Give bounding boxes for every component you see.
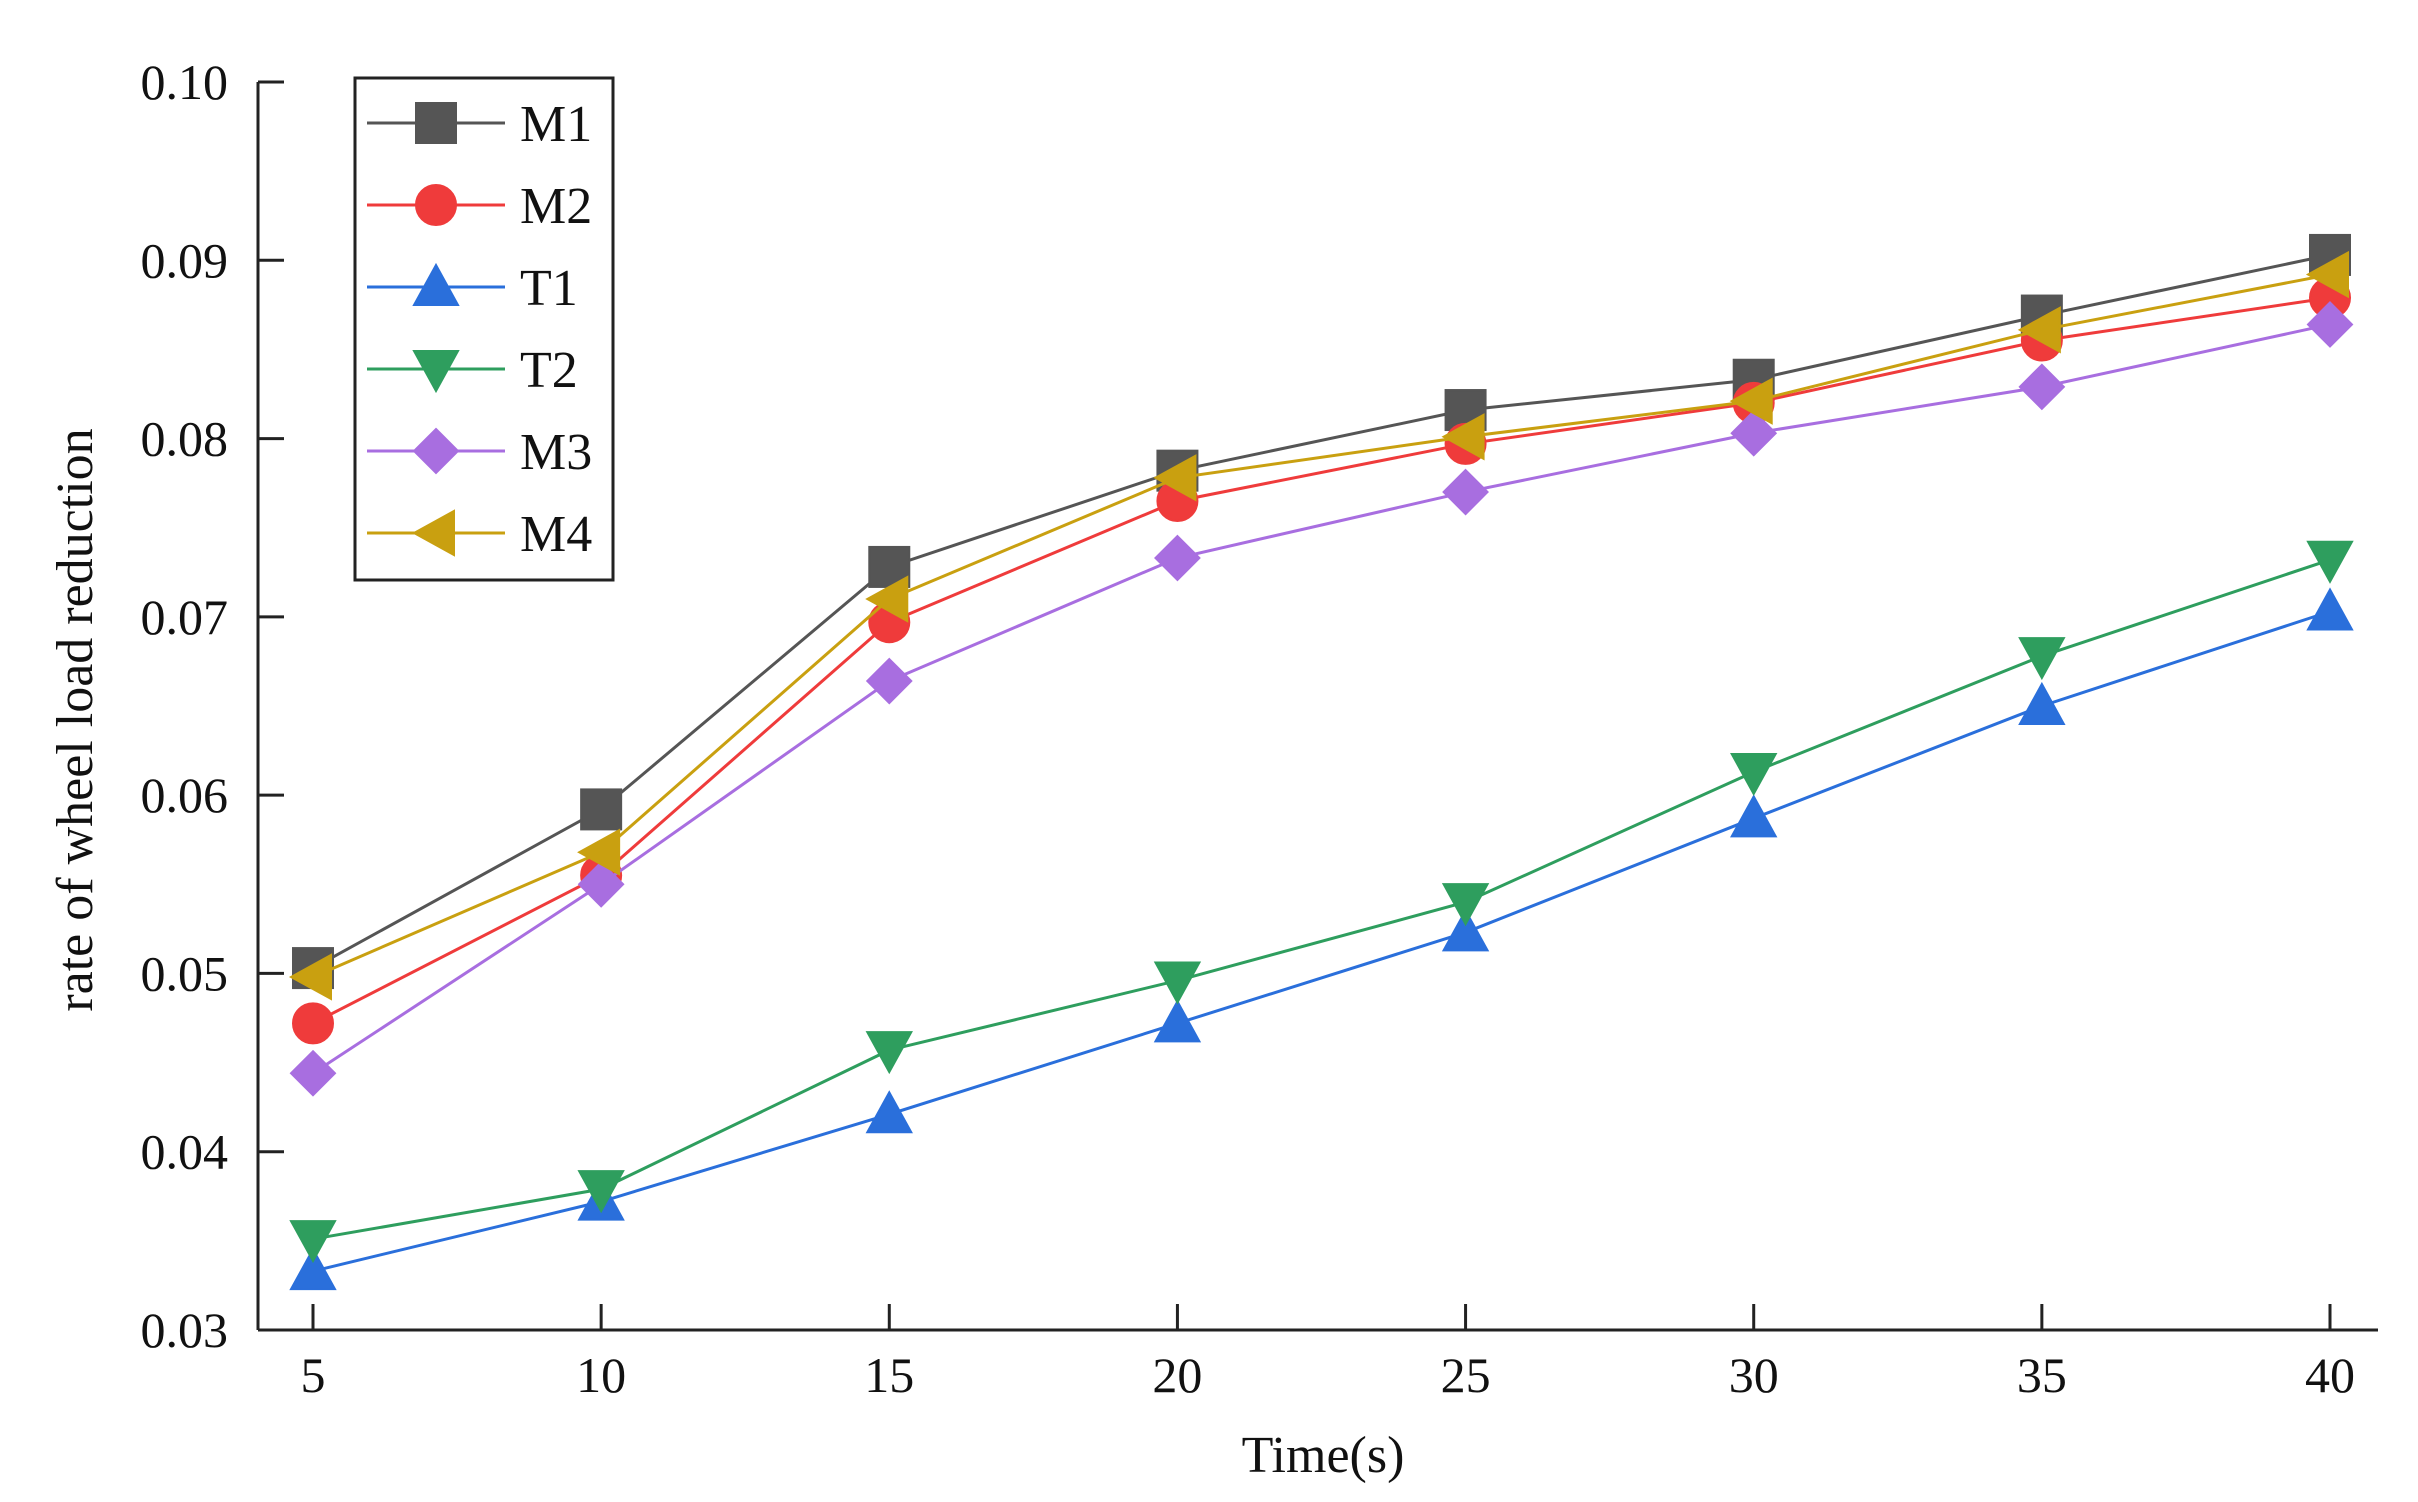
data-point-t2: [865, 1031, 913, 1075]
data-point-t1: [1730, 794, 1778, 838]
legend-label: T2: [520, 342, 578, 399]
legend-item-t2: T2: [367, 342, 578, 399]
data-point-m4: [2017, 306, 2061, 354]
data-point-t1: [1153, 999, 1202, 1043]
legend-item-t1: T1: [367, 260, 578, 317]
legend-marker: [412, 262, 460, 306]
y-tick-label: 0.09: [141, 232, 229, 288]
x-tick-label: 20: [1152, 1347, 1202, 1403]
data-point-m3: [2018, 363, 2066, 411]
data-point-m4: [865, 575, 909, 623]
legend-item-m1: M1: [367, 96, 592, 153]
series-group: [288, 233, 2354, 1291]
data-point-m2: [292, 1002, 334, 1045]
x-tick-label: 40: [2305, 1347, 2355, 1403]
x-axis-title: Time(s): [1242, 1427, 1405, 1484]
series-t1: [289, 587, 2354, 1291]
legend-marker: [415, 184, 457, 226]
y-tick-label: 0.10: [141, 54, 229, 110]
y-tick-label: 0.08: [141, 411, 229, 467]
legend-label: M4: [520, 506, 592, 563]
data-point-m3: [1442, 468, 1489, 516]
y-tick-label: 0.04: [141, 1124, 229, 1180]
y-axis-title: rate of wheel load reduction: [47, 428, 104, 1011]
y-tick-label: 0.07: [141, 589, 229, 645]
y-tick-label: 0.03: [141, 1302, 229, 1358]
data-point-m3: [865, 657, 913, 705]
series-t2: [289, 540, 2354, 1264]
data-point-t2: [289, 1220, 337, 1264]
data-point-t2: [577, 1170, 625, 1214]
series-line-m2: [312, 296, 2331, 1025]
legend-label: M1: [520, 96, 592, 153]
y-tick-label: 0.06: [141, 767, 229, 823]
legend-item-m4: M4: [367, 506, 592, 563]
legend-marker: [412, 350, 460, 394]
data-point-m3: [2306, 301, 2354, 348]
legend-box: [353, 76, 615, 582]
series-line-t1: [312, 610, 2331, 1273]
data-point-t1: [1441, 908, 1490, 952]
data-point-t1: [289, 1247, 337, 1291]
legend: M1 M2 T1 T2 M3 M4: [353, 76, 615, 582]
x-tick-label: 10: [576, 1347, 626, 1403]
series-m3: [289, 301, 2354, 1097]
data-point-t2: [1441, 883, 1490, 927]
legend-label: T1: [520, 260, 578, 317]
data-point-t2: [2018, 637, 2066, 681]
data-point-m4: [1441, 413, 1485, 461]
data-point-t1: [2018, 681, 2066, 725]
series-line-m4: [312, 273, 2331, 979]
data-point-m4: [288, 953, 332, 1001]
legend-label: M3: [520, 424, 592, 481]
legend-item-m3: M3: [367, 424, 592, 481]
axes: 0.03 0.04 0.05 0.06 0.07 0.08 0.09 0.10 5 10 15 20 2…: [141, 54, 2378, 1403]
legend-marker: [415, 102, 457, 144]
x-tick-label: 25: [1441, 1347, 1491, 1403]
x-tick-label: 5: [301, 1347, 326, 1403]
data-point-t2: [2306, 540, 2354, 584]
data-point-t1: [2306, 587, 2354, 631]
series-line-m1: [312, 253, 2331, 970]
data-point-m3: [577, 860, 625, 908]
data-point-t2: [1153, 961, 1202, 1005]
data-point-m3: [1730, 409, 1778, 457]
data-point-m1: [580, 788, 623, 831]
data-point-m3: [1154, 534, 1201, 582]
legend-marker: [411, 509, 455, 557]
legend-label: M2: [520, 178, 592, 235]
data-point-m3: [289, 1049, 337, 1097]
data-point-t1: [865, 1090, 913, 1134]
legend-item-m2: M2: [367, 178, 592, 235]
series-m4: [288, 250, 2349, 1001]
series-line-t2: [312, 558, 2331, 1241]
data-point-m4: [577, 828, 621, 876]
legend-marker: [412, 427, 460, 475]
y-tick-label: 0.05: [141, 945, 229, 1001]
x-tick-label: 15: [864, 1347, 914, 1403]
data-point-m4: [2305, 250, 2349, 299]
series-line-m3: [312, 323, 2331, 1075]
data-point-t2: [1730, 752, 1778, 797]
x-tick-label: 30: [1729, 1347, 1779, 1403]
data-point-m4: [1729, 377, 1773, 425]
x-tick-label: 35: [2017, 1347, 2067, 1403]
data-point-m4: [1153, 454, 1197, 502]
